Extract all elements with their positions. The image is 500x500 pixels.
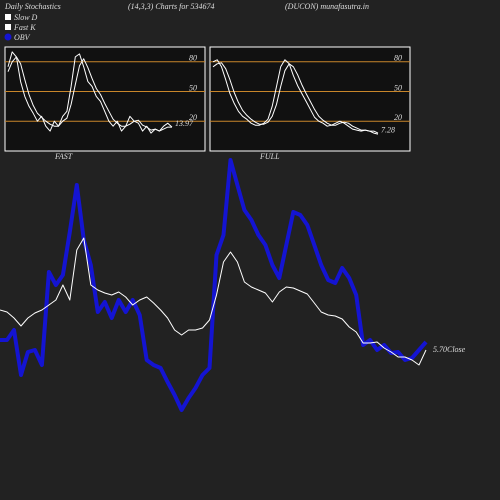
close-label: 5.70Close	[433, 345, 466, 354]
header-right: (DUCON) munafasutra.in	[285, 2, 369, 11]
y-tick-label: 20	[189, 113, 197, 122]
panel	[209, 46, 411, 152]
legend-label: Slow D	[14, 13, 38, 22]
y-tick-label: 50	[394, 83, 402, 92]
legend-marker	[5, 24, 11, 30]
legend-label: Fast K	[13, 23, 36, 32]
series-line	[7, 51, 173, 134]
panel	[4, 46, 206, 152]
y-tick-label: 50	[189, 83, 197, 92]
y-tick-label: 20	[394, 113, 402, 122]
legend-marker	[4, 33, 12, 41]
header-center: (14,3,3) Charts for 534674	[128, 2, 214, 11]
y-tick-label: 80	[394, 54, 402, 63]
last-value-label: 7.28	[381, 126, 395, 135]
series-line	[212, 59, 379, 135]
series-line	[7, 56, 172, 132]
y-tick-label: 80	[189, 54, 197, 63]
legend-marker	[5, 14, 11, 20]
series-line	[0, 158, 428, 412]
panel-title: FULL	[259, 152, 280, 161]
legend-label: OBV	[14, 33, 31, 42]
series-line	[212, 62, 379, 134]
header-left: Daily Stochastics	[4, 2, 61, 11]
panel-title: FAST	[54, 152, 73, 161]
last-value-label: 13.97	[175, 119, 194, 128]
series-line	[0, 237, 427, 366]
